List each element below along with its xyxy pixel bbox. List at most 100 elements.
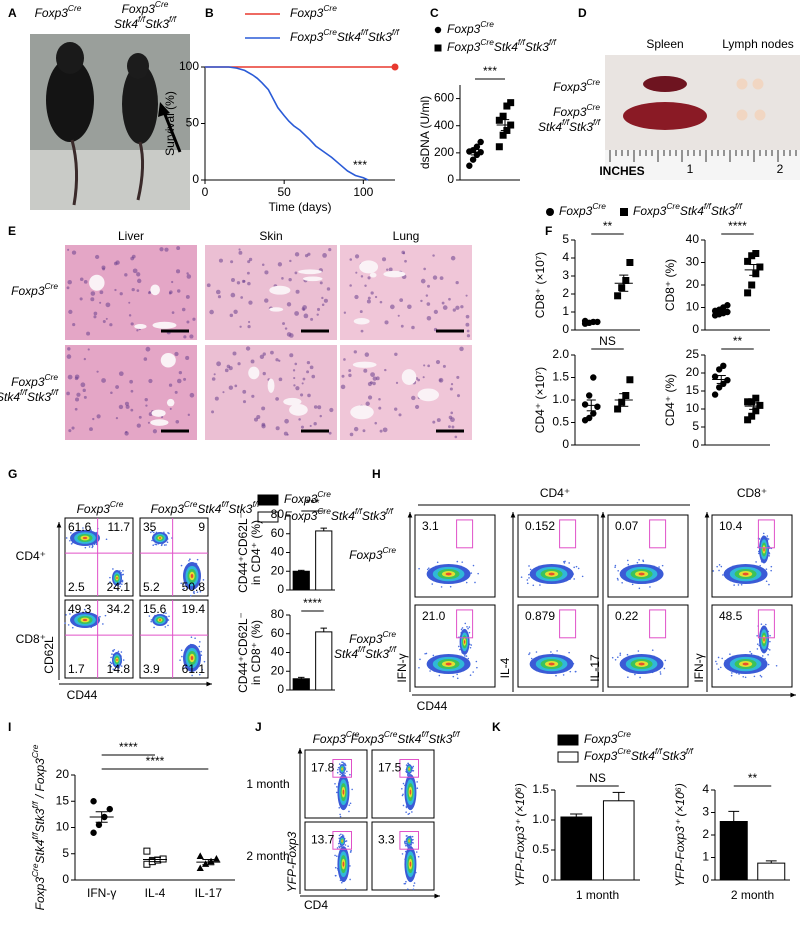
axis-title: CD62L: [42, 636, 56, 674]
flow-event: [335, 791, 338, 794]
text-part: Stk4: [538, 120, 562, 134]
histology-nucleus: [262, 352, 266, 356]
arrow-head: [56, 522, 62, 528]
data-point: [752, 407, 760, 415]
significance-label: ***: [353, 158, 367, 172]
superscript: Cre: [30, 863, 40, 877]
histology-nucleus: [175, 269, 181, 274]
y-tick-label: 0: [62, 872, 69, 886]
histology-nucleus: [147, 421, 150, 424]
text-part: Stk4: [197, 502, 221, 516]
flow-density: [190, 656, 194, 660]
arrow-head: [206, 681, 212, 687]
flow-event: [164, 626, 167, 628]
histology-nucleus: [449, 387, 453, 391]
data-point: [196, 852, 204, 859]
flow-event: [465, 581, 468, 584]
flow-event: [338, 834, 341, 837]
flow-event: [411, 835, 414, 838]
histology-nucleus: [145, 346, 151, 352]
histology-nucleus: [286, 302, 292, 307]
histology-nucleus: [455, 305, 460, 310]
flow-event: [626, 653, 629, 656]
superscript: f/f: [549, 37, 558, 47]
text-part: Foxp3: [290, 30, 324, 44]
text-part: Stk3: [662, 749, 686, 763]
axis-title: CD44⁺CD62L⁻: [236, 612, 250, 693]
flow-event: [767, 653, 769, 656]
histology-nucleus: [99, 301, 102, 304]
histology-nucleus: [278, 359, 281, 362]
label: Foxp3Cre: [11, 281, 58, 298]
histology-nucleus: [349, 284, 352, 287]
gate: [332, 831, 352, 850]
flow-event: [122, 659, 125, 661]
label: CD4: [304, 898, 328, 912]
flow-event: [638, 587, 641, 590]
superscript: Cre: [617, 746, 631, 756]
data-point: [752, 394, 760, 402]
flow-event: [476, 666, 478, 669]
lymph-node: [736, 78, 748, 90]
flow-event: [148, 615, 151, 617]
data-point: [434, 26, 442, 34]
axis-title: CD4⁺ (×10⁷): [533, 367, 547, 433]
text-part: Foxp3: [77, 502, 111, 516]
superscript: f/f: [392, 27, 401, 37]
text-part: Stk3: [362, 509, 386, 523]
gate: [757, 519, 775, 549]
histology-nucleus: [319, 414, 322, 418]
data-point: [752, 270, 760, 278]
histology-nucleus: [370, 372, 375, 377]
label: CD44: [67, 688, 98, 702]
legend-label: Foxp3CreStk4f/fStk3f/f: [284, 506, 395, 523]
data-point: [711, 391, 719, 398]
histology-nucleus: [183, 377, 187, 381]
histology-nucleus: [136, 423, 141, 428]
histology-nucleus: [451, 425, 455, 429]
flow-event: [410, 845, 412, 848]
histology-nucleus: [427, 364, 430, 368]
flow-event: [528, 573, 530, 576]
flow-event: [639, 676, 641, 679]
flow-event: [155, 543, 158, 546]
flow-event: [334, 874, 337, 877]
flow-event: [760, 676, 763, 678]
mouse-tail: [136, 141, 145, 201]
data-point: [581, 401, 589, 408]
end-marker: [391, 63, 399, 71]
flow-event: [104, 614, 107, 617]
flow-event: [343, 762, 346, 765]
superscript: f/f: [735, 201, 744, 211]
flow-event: [621, 581, 623, 584]
flow-event: [721, 657, 723, 660]
y-tick-label: 15: [56, 793, 70, 807]
superscript: f/f: [518, 37, 527, 47]
histology-nucleus: [66, 391, 70, 396]
data-point: [626, 376, 634, 384]
flow-density: [409, 861, 412, 867]
y-tick-label: 3: [702, 805, 709, 819]
lymph-node: [754, 109, 766, 121]
axis-title: CD44⁺CD62L⁻: [236, 512, 250, 593]
data-point: [590, 410, 597, 417]
text-part: Foxp3: [559, 204, 593, 218]
histology-nucleus: [189, 334, 194, 339]
histology-nucleus: [187, 413, 190, 416]
flow-event: [402, 793, 404, 796]
y-tick-label: 0: [562, 322, 569, 336]
label: Foxp3CreStk4f/fStk3f/f: [351, 729, 462, 746]
histology-nucleus: [148, 378, 153, 384]
histology-nucleus: [359, 310, 363, 314]
data-point: [466, 162, 473, 169]
flow-event: [405, 811, 407, 813]
histology-nucleus: [455, 280, 459, 285]
significance-label: ****: [728, 219, 747, 233]
superscript: f/f: [221, 499, 230, 509]
text-part: YFP-Foxp3⁺ (×10⁶): [513, 783, 527, 887]
text-part: Foxp3: [290, 6, 324, 20]
flow-event: [457, 645, 460, 648]
legend-swatch: [257, 494, 279, 506]
flow-event: [183, 587, 185, 590]
histology-nucleus: [118, 371, 124, 377]
